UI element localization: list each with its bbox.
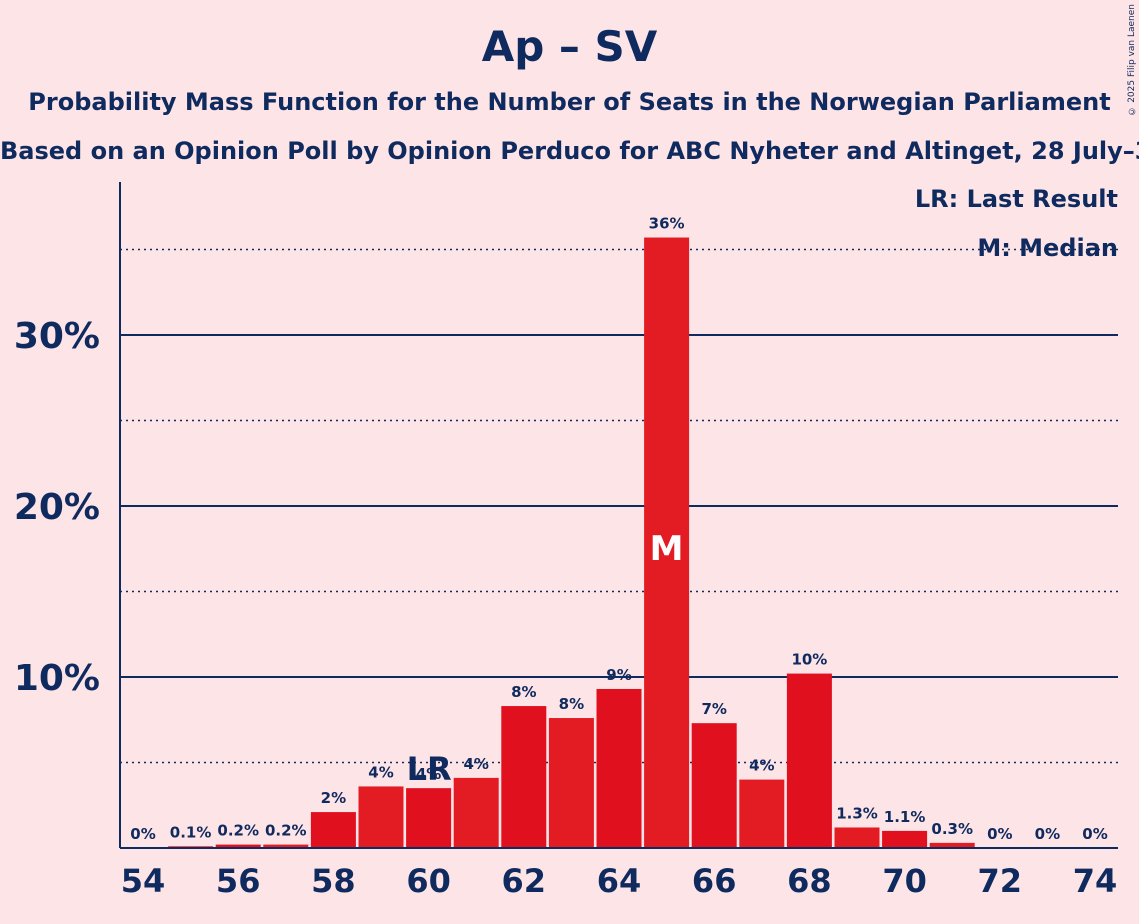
bar: [739, 779, 785, 848]
bar: [882, 830, 928, 848]
bar: [786, 673, 832, 848]
bar-value-label: 7%: [701, 700, 726, 718]
bar-value-label: 4%: [368, 763, 393, 781]
bar: [406, 788, 452, 848]
x-tick-label: 60: [406, 862, 451, 900]
bar: [834, 827, 880, 848]
chart-title: Ap – SV: [481, 22, 658, 71]
bar-value-label: 2%: [321, 789, 346, 807]
bar-value-label: 8%: [511, 683, 536, 701]
bar-value-label: 4%: [749, 757, 774, 775]
y-tick-label: 30%: [14, 316, 100, 357]
bar-value-label: 1.1%: [884, 808, 926, 826]
bar-value-label: 10%: [791, 651, 827, 669]
x-tick-label: 66: [692, 862, 737, 900]
x-tick-label: 64: [597, 862, 642, 900]
x-tick-label: 74: [1073, 862, 1118, 900]
bar-value-label: 0%: [1082, 825, 1107, 843]
bar-value-label: 0%: [1035, 825, 1060, 843]
legend-last-result: LR: Last Result: [914, 185, 1118, 213]
bar: [263, 844, 309, 848]
bar-value-label: 1.3%: [836, 804, 878, 822]
x-tick-label: 68: [787, 862, 832, 900]
bar: [215, 844, 261, 848]
bar: [596, 688, 642, 848]
bar-value-label: 0.2%: [217, 822, 259, 840]
bar-value-label: 4%: [416, 765, 441, 783]
x-tick-label: 62: [502, 862, 547, 900]
bar-value-label: 0.2%: [265, 822, 307, 840]
x-tick-label: 56: [216, 862, 261, 900]
chart-source-subtitle: Based on an Opinion Poll by Opinion Perd…: [0, 137, 1139, 165]
bar: [644, 237, 690, 848]
y-tick-label: 10%: [14, 658, 100, 699]
chart-subtitle: Probability Mass Function for the Number…: [28, 88, 1111, 116]
x-tick-label: 70: [882, 862, 927, 900]
bar-value-label: 4%: [463, 755, 488, 773]
bar: [501, 706, 547, 848]
bar: [453, 777, 499, 848]
bar-value-label: 0%: [130, 825, 155, 843]
bar-value-label: 8%: [559, 695, 584, 713]
legend-median: M: Median: [977, 234, 1118, 262]
bar: [310, 812, 356, 848]
last-result-marker: LR: [407, 750, 452, 788]
y-tick-label: 20%: [14, 487, 100, 528]
bar: [548, 718, 594, 848]
x-tick-label: 58: [311, 862, 356, 900]
bar: [358, 786, 404, 848]
bar-value-label: 36%: [649, 215, 685, 233]
bar-value-label: 0.3%: [931, 820, 973, 838]
bar-value-label: 0.1%: [170, 823, 212, 841]
bar: [691, 723, 737, 848]
x-tick-label: 54: [121, 862, 166, 900]
bar-value-label: 0%: [987, 825, 1012, 843]
bar-value-label: 9%: [606, 666, 631, 684]
median-marker: M: [650, 529, 684, 569]
x-tick-label: 72: [978, 862, 1023, 900]
bar: [929, 842, 975, 848]
